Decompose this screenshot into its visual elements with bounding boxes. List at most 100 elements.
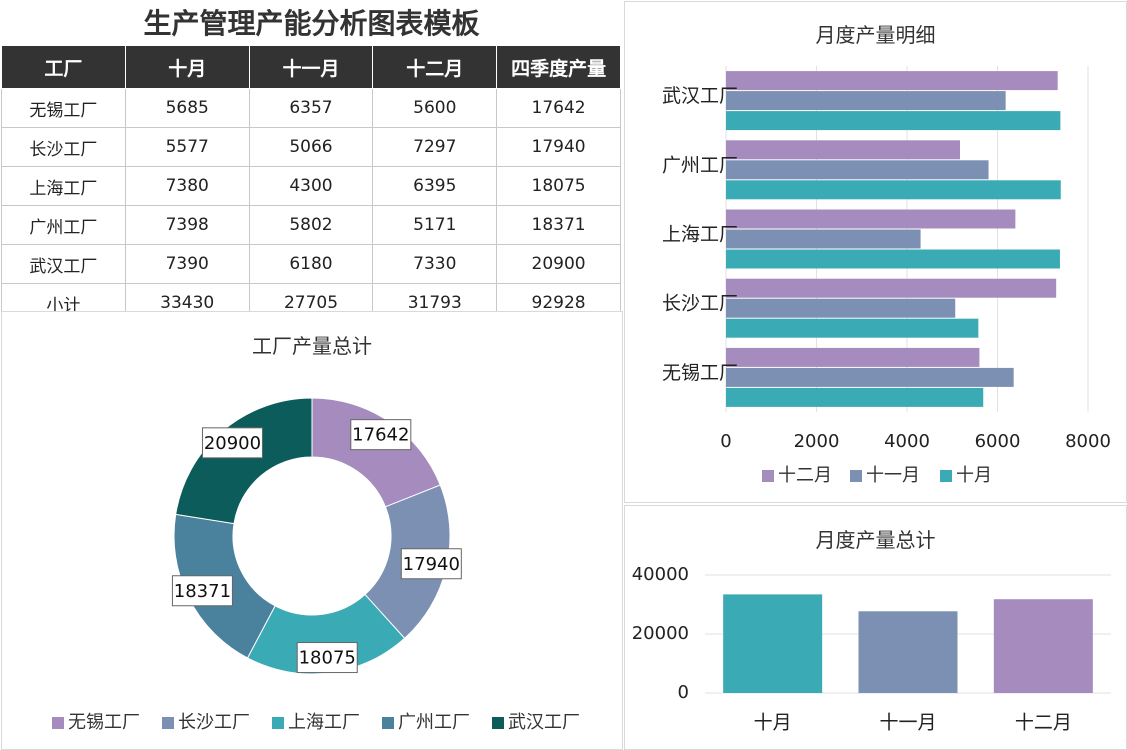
column-bar — [858, 611, 958, 693]
x-category-label: 十二月 — [1015, 712, 1072, 734]
legend-swatch — [52, 717, 64, 729]
monthly-detail-panel: 月度产量明细 0 2000 4000 6000 8000 无锡工厂 长沙工厂 上海工厂 广州工厂… — [624, 1, 1127, 503]
data-label-text: 20900 — [204, 433, 261, 454]
factory-name-cell: 武汉工厂 — [1, 244, 126, 284]
value-cell: 6357 — [248, 88, 374, 128]
y-category-label: 武汉工厂 — [662, 85, 738, 107]
hbar — [726, 318, 979, 338]
x-tick-label: 6000 — [975, 431, 1021, 452]
production-table: 工厂 十月 十一月 十二月 四季度产量 无锡工厂 5685 6357 5600 1764… — [1, 45, 621, 323]
column-bar — [993, 599, 1093, 693]
hbar-chart: 0 2000 4000 6000 8000 无锡工厂 长沙工厂 上海工厂 广州工厂 武汉工厂十二月… — [662, 66, 1111, 486]
y-category-label: 无锡工厂 — [662, 362, 738, 384]
y-category-label: 上海工厂 — [662, 224, 738, 246]
legend-label: 广州工厂 — [398, 712, 470, 733]
y-category-label: 广州工厂 — [662, 154, 738, 176]
table-header: 四季度产量 — [496, 45, 621, 89]
value-cell: 7330 — [372, 244, 498, 284]
y-category-label: 长沙工厂 — [662, 293, 738, 315]
data-label-box — [296, 642, 358, 674]
value-cell: 5802 — [248, 205, 374, 245]
table-row: 上海工厂 7380 4300 6395 18075 — [1, 166, 621, 206]
donut-data-label: 20900 — [201, 427, 263, 459]
value-cell: 7297 — [372, 127, 498, 167]
legend-label: 十一月 — [866, 465, 920, 486]
value-cell: 5171 — [372, 205, 498, 245]
donut-chart: 17642 17940 18075 18371 20900 无锡工厂 长沙工厂 上海工厂 广州工… — [52, 397, 580, 733]
value-cell: 4300 — [248, 166, 374, 206]
donut-chart-panel: 工厂产量总计 17642 17940 18075 18371 20900 无锡工厂 长沙工厂… — [1, 311, 623, 750]
hbar — [726, 298, 956, 318]
legend-label: 十二月 — [778, 465, 832, 486]
donut-data-label: 17940 — [400, 548, 462, 580]
data-label-text: 18075 — [299, 648, 356, 669]
table-header: 十二月 — [372, 45, 498, 89]
column-chart: 0 20000 40000 十月 十一月 十二月 — [632, 564, 1111, 734]
donut-data-label: 18075 — [296, 642, 358, 674]
table-row: 长沙工厂 5577 5066 7297 17940 — [1, 127, 621, 167]
hbar — [726, 160, 989, 180]
x-category-label: 十月 — [754, 712, 792, 734]
table-header-row: 工厂 十月 十一月 十二月 四季度产量 — [1, 45, 621, 89]
data-label-text: 18371 — [174, 581, 231, 602]
y-tick-label: 0 — [678, 682, 689, 703]
value-cell: 18371 — [496, 205, 621, 245]
column-chart-title: 月度产量总计 — [815, 528, 936, 552]
hbar — [726, 111, 1061, 131]
table-row: 武汉工厂 7390 6180 7330 20900 — [1, 244, 621, 284]
data-label-text: 17940 — [403, 554, 460, 575]
data-label-box — [400, 548, 462, 580]
column-bar — [723, 594, 823, 693]
x-tick-label: 4000 — [884, 431, 930, 452]
legend-label: 十月 — [956, 465, 992, 486]
legend-label: 无锡工厂 — [68, 712, 140, 733]
value-cell: 17642 — [496, 88, 621, 128]
legend-swatch — [850, 470, 862, 482]
factory-name-cell: 长沙工厂 — [1, 127, 126, 167]
page-title: 生产管理产能分析图表模板 — [143, 7, 480, 40]
legend-label: 上海工厂 — [288, 712, 360, 733]
hbar — [726, 209, 1016, 229]
x-category-label: 十一月 — [879, 712, 936, 734]
table-row: 广州工厂 7398 5802 5171 18371 — [1, 205, 621, 245]
value-cell: 6180 — [248, 244, 374, 284]
legend-swatch — [940, 470, 952, 482]
table-header: 十一月 — [248, 45, 374, 89]
donut-chart-title: 工厂产量总计 — [252, 334, 372, 358]
table-header: 工厂 — [1, 45, 126, 89]
hbar — [726, 387, 984, 407]
hbar — [726, 229, 921, 249]
x-tick-label: 2000 — [794, 431, 840, 452]
factory-name-cell: 上海工厂 — [1, 166, 126, 206]
legend-swatch — [492, 717, 504, 729]
table-header: 十月 — [124, 45, 250, 89]
legend-swatch — [762, 470, 774, 482]
legend-label: 长沙工厂 — [178, 712, 250, 733]
value-cell: 5066 — [248, 127, 374, 167]
value-cell: 7398 — [124, 205, 250, 245]
factory-name-cell: 无锡工厂 — [1, 88, 126, 128]
legend-swatch — [382, 717, 394, 729]
y-tick-label: 40000 — [632, 564, 689, 585]
hbar — [726, 278, 1057, 298]
hbar — [726, 367, 1014, 387]
table-row: 无锡工厂 5685 6357 5600 17642 — [1, 88, 621, 128]
factory-name-cell: 广州工厂 — [1, 205, 126, 245]
donut-data-label: 17642 — [350, 419, 412, 451]
donut-data-label: 18371 — [171, 575, 233, 607]
value-cell: 20900 — [496, 244, 621, 284]
x-tick-label: 8000 — [1065, 431, 1111, 452]
x-tick-label: 0 — [720, 431, 731, 452]
donut-slice — [311, 397, 441, 508]
value-cell: 5685 — [124, 88, 250, 128]
value-cell: 5577 — [124, 127, 250, 167]
value-cell: 7390 — [124, 244, 250, 284]
value-cell: 17940 — [496, 127, 621, 167]
hbar — [726, 249, 1060, 269]
data-label-box — [171, 575, 233, 607]
legend-swatch — [272, 717, 284, 729]
hbar — [726, 91, 1006, 111]
hbar-chart-title: 月度产量明细 — [815, 23, 936, 47]
value-cell: 6395 — [372, 166, 498, 206]
donut-slice — [175, 397, 313, 525]
